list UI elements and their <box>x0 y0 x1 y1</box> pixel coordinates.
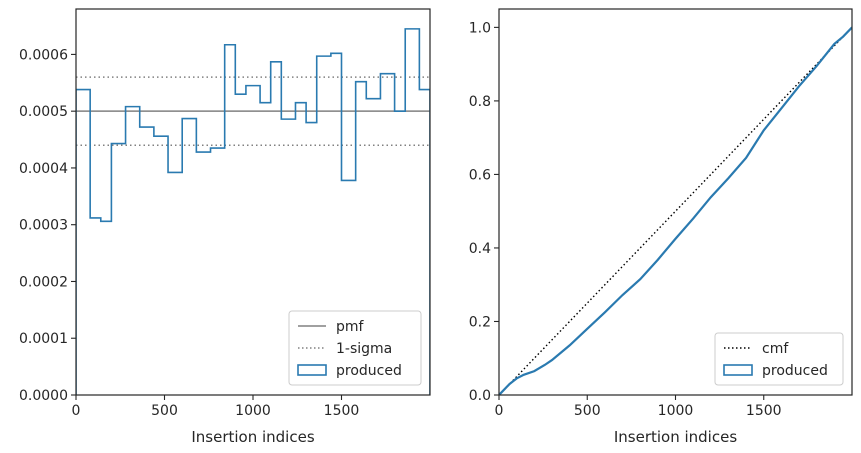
x-axis-label: Insertion indices <box>191 428 314 446</box>
y-tick-label: 1.0 <box>469 20 491 36</box>
series-produced-step <box>76 28 430 395</box>
left-chart-panel: 0 500 1000 1500 0.0000 0.0001 0.0002 0.0003 0.00… <box>19 8 431 446</box>
x-tick-label: 500 <box>574 403 601 419</box>
y-tick-label: 0.8 <box>469 94 491 110</box>
y-tick-label: 0.0004 <box>19 161 68 177</box>
legend: pmf 1-sigma produced <box>288 310 422 386</box>
y-tick-label: 0.0006 <box>19 47 68 63</box>
legend: cmf produced <box>714 332 844 386</box>
y-tick-label: 0.4 <box>469 241 491 257</box>
x-tick-label: 500 <box>151 403 178 419</box>
legend-box <box>714 332 844 386</box>
legend-produced-label: produced <box>336 363 402 379</box>
x-tick-label: 0 <box>495 403 504 419</box>
x-tick-label: 1500 <box>324 403 360 419</box>
x-tick-label: 1000 <box>658 403 694 419</box>
y-tick-label: 0.0001 <box>19 331 68 347</box>
y-tick-label: 0.0 <box>469 388 491 404</box>
plot-area <box>499 26 852 395</box>
x-tick-label: 1500 <box>746 403 782 419</box>
series-produced-line <box>499 26 852 395</box>
legend-produced-swatch <box>723 364 753 376</box>
legend-produced-swatch <box>297 364 327 376</box>
y-tick-label: 0.6 <box>469 167 491 183</box>
series-cmf-line <box>499 26 852 395</box>
y-tick-label: 0.2 <box>469 314 491 330</box>
legend-box <box>288 310 422 386</box>
y-tick-label: 0.0003 <box>19 218 68 234</box>
x-tick-label: 0 <box>72 403 81 419</box>
y-tick-label: 0.0002 <box>19 274 68 290</box>
legend-pmf-label: pmf <box>336 319 365 335</box>
x-axis-label: Insertion indices <box>614 428 737 446</box>
legend-produced-label: produced <box>762 363 828 379</box>
y-tick-label: 0.0000 <box>19 388 68 404</box>
plot-area <box>76 28 430 395</box>
x-tick-label: 1000 <box>235 403 271 419</box>
legend-1-sigma-label: 1-sigma <box>336 341 392 357</box>
right-chart-panel: 0 500 1000 1500 0.0 0.2 0.4 0.6 0.8 1.0 Insertion … <box>469 8 853 446</box>
legend-cmf-label: cmf <box>762 341 789 357</box>
y-tick-label: 0.0005 <box>19 104 68 120</box>
